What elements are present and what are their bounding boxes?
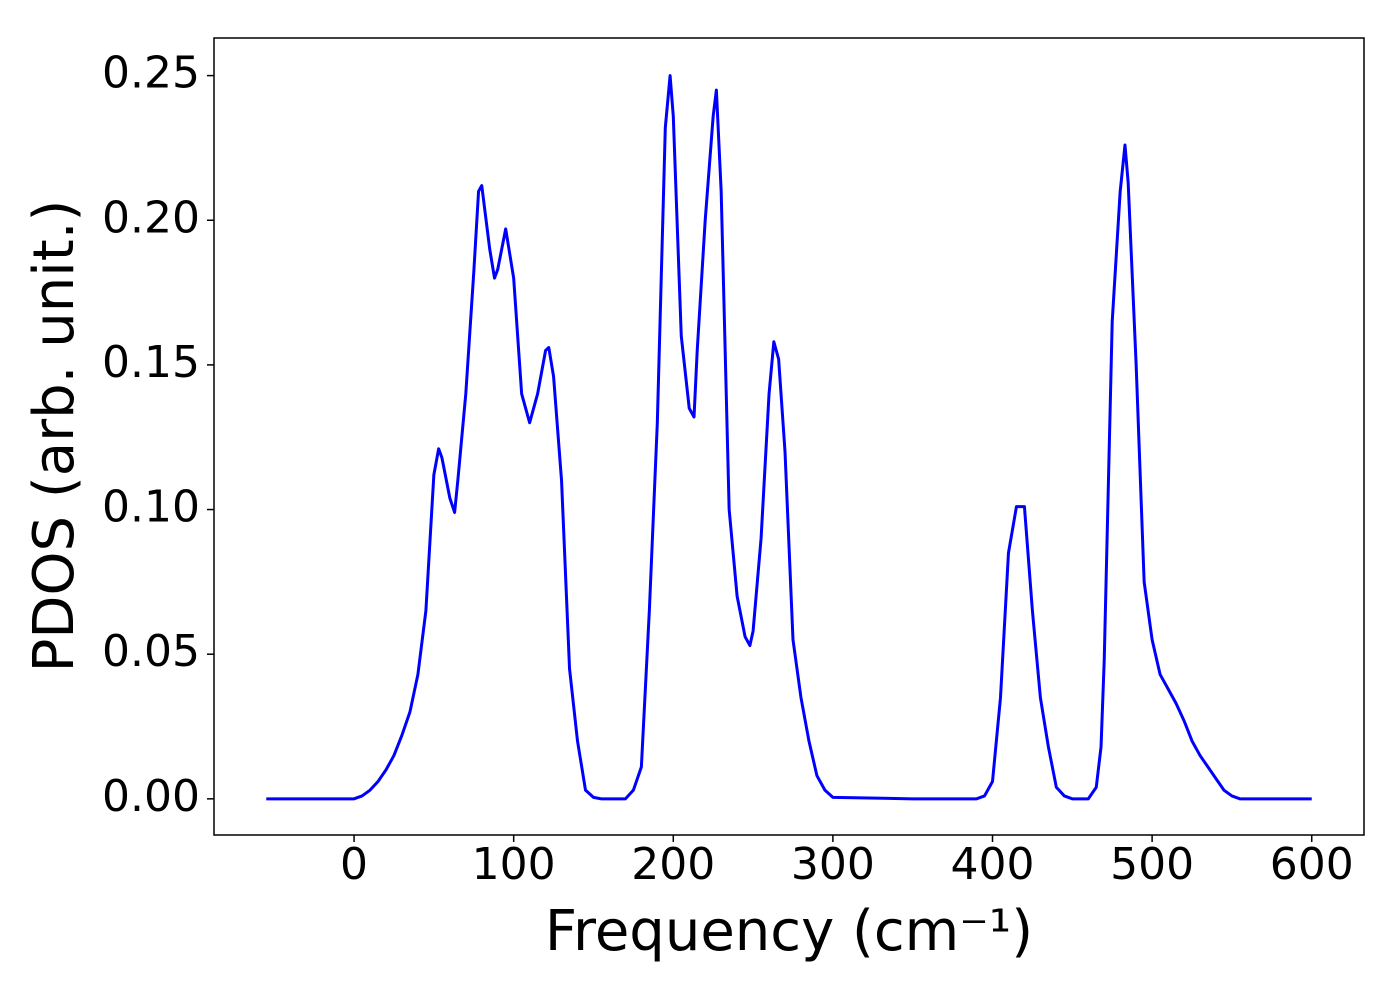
- y-tick-label: 0.25: [102, 48, 200, 99]
- y-tick-label: 0.20: [102, 192, 200, 243]
- x-tick-label: 400: [951, 839, 1035, 890]
- y-axis-label: PDOS (arb. unit.): [22, 200, 87, 673]
- y-tick-label: 0.10: [102, 482, 200, 533]
- x-tick-label: 500: [1110, 839, 1194, 890]
- y-tick-label: 0.00: [102, 771, 200, 822]
- plot-frame: [213, 37, 1365, 836]
- x-tick-label: 200: [631, 839, 715, 890]
- y-tick-label: 0.15: [102, 337, 200, 388]
- x-tick-label: 0: [340, 839, 368, 890]
- x-tick-label: 600: [1270, 839, 1354, 890]
- y-tick-label: 0.05: [102, 626, 200, 677]
- x-axis-label: Frequency (cm⁻¹): [545, 899, 1033, 964]
- line-series: [266, 74, 1312, 801]
- x-tick-label: 300: [791, 839, 875, 890]
- x-tick-label: 100: [472, 839, 556, 890]
